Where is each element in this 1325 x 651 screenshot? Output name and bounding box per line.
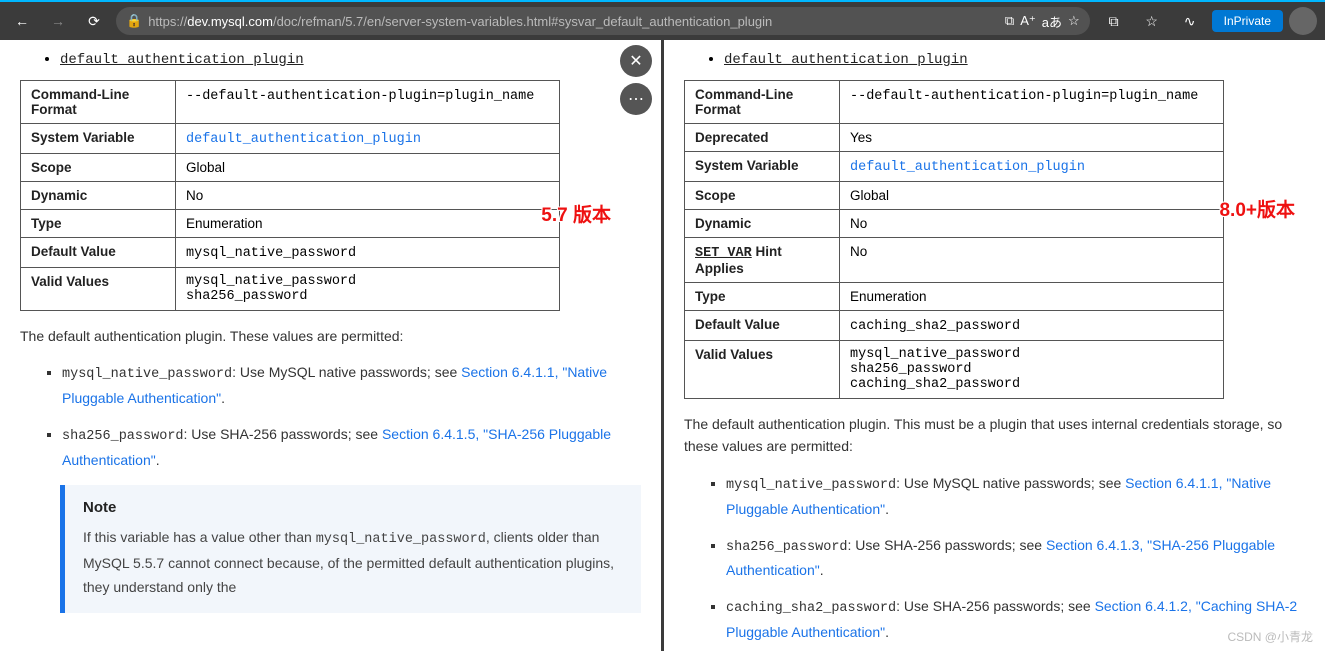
prop-value: default_authentication_plugin (176, 124, 560, 154)
values-list-left: mysql_native_password: Use MySQL native … (62, 361, 641, 472)
profile-avatar[interactable] (1289, 7, 1317, 35)
prop-value: Global (840, 182, 1224, 210)
inprivate-badge: InPrivate (1212, 10, 1283, 32)
note-body: If this variable has a value other than … (83, 526, 623, 600)
prop-label: Deprecated (685, 124, 840, 152)
list-item: sha256_password: Use SHA-256 passwords; … (726, 534, 1305, 584)
star-icon[interactable]: ☆ (1068, 13, 1080, 29)
prop-label: SET_VAR Hint Applies (685, 238, 840, 283)
text-size-icon[interactable]: A⁺ (1020, 13, 1036, 29)
properties-table-left: Command-Line Format--default-authenticat… (20, 80, 560, 311)
prop-label: System Variable (685, 152, 840, 182)
url-text: https://dev.mysql.com/doc/refman/5.7/en/… (148, 14, 999, 29)
prop-label: Valid Values (21, 268, 176, 311)
table-row: ScopeGlobal (21, 154, 560, 182)
note-title: Note (83, 499, 623, 516)
table-row: Default Valuemysql_native_password (21, 238, 560, 268)
prop-value: No (176, 182, 560, 210)
table-row: Command-Line Format--default-authenticat… (21, 81, 560, 124)
table-row: TypeEnumeration (685, 283, 1224, 311)
sysvar-link[interactable]: default_authentication_plugin (850, 160, 1085, 175)
prop-label: Default Value (21, 238, 176, 268)
version-badge-right: 8.0+版本 (1219, 195, 1295, 222)
prop-value: No (840, 238, 1224, 283)
performance-icon[interactable]: ∿ (1174, 5, 1206, 37)
prop-value: mysql_native_passwordsha256_passwordcach… (840, 341, 1224, 399)
split-controls: ✕ ⋯ (620, 45, 652, 115)
table-row: DynamicNo (685, 210, 1224, 238)
list-item: mysql_native_password: Use MySQL native … (726, 472, 1305, 522)
split-view: default_authentication_plugin Command-Li… (0, 40, 1325, 651)
reader-icon[interactable]: ⧉ (1005, 13, 1014, 29)
prop-label: Command-Line Format (685, 81, 840, 124)
properties-table-right: Command-Line Format--default-authenticat… (684, 80, 1224, 399)
browser-toolbar: ← → ⟳ 🔒 https://dev.mysql.com/doc/refman… (0, 0, 1325, 40)
prop-value: mysql_native_password (176, 238, 560, 268)
table-row: System Variable default_authentication_pl… (21, 124, 560, 154)
close-split-button[interactable]: ✕ (620, 45, 652, 77)
translate-icon[interactable]: aあ (1042, 12, 1062, 31)
toolbar-right: ⧉ ☆ ∿ InPrivate (1098, 5, 1317, 37)
prop-value: Global (176, 154, 560, 182)
prop-label: Scope (685, 182, 840, 210)
anchor-link-left[interactable]: default_authentication_plugin (60, 52, 304, 68)
lock-icon: 🔒 (126, 13, 142, 29)
forward-button[interactable]: → (44, 7, 72, 35)
anchor-link-right[interactable]: default_authentication_plugin (724, 52, 968, 68)
sysvar-link[interactable]: default_authentication_plugin (186, 132, 421, 147)
table-row: DynamicNo (21, 182, 560, 210)
prop-value: No (840, 210, 1224, 238)
refresh-button[interactable]: ⟳ (80, 7, 108, 35)
address-bar[interactable]: 🔒 https://dev.mysql.com/doc/refman/5.7/e… (116, 7, 1090, 35)
prop-label: Type (21, 210, 176, 238)
prop-value: mysql_native_passwordsha256_password (176, 268, 560, 311)
prop-value: default_authentication_plugin (840, 152, 1224, 182)
prop-value: --default-authentication-plugin=plugin_n… (840, 81, 1224, 124)
right-pane: default_authentication_plugin Command-Li… (664, 40, 1325, 651)
prop-label: System Variable (21, 124, 176, 154)
table-row: Valid Valuesmysql_native_passwordsha256_… (685, 341, 1224, 399)
table-row: Valid Valuesmysql_native_passwordsha256_… (21, 268, 560, 311)
prop-label: Scope (21, 154, 176, 182)
list-item: mysql_native_password: Use MySQL native … (62, 361, 641, 411)
table-row: ScopeGlobal (685, 182, 1224, 210)
table-row: TypeEnumeration (21, 210, 560, 238)
description-right: The default authentication plugin. This … (684, 413, 1305, 458)
table-row: Default Valuecaching_sha2_password (685, 311, 1224, 341)
favorites-icon[interactable]: ☆ (1136, 5, 1168, 37)
list-item: sha256_password: Use SHA-256 passwords; … (62, 423, 641, 473)
list-item: caching_sha2_password: Use SHA-256 passw… (726, 595, 1305, 645)
prop-label: Default Value (685, 311, 840, 341)
table-row: SET_VAR Hint AppliesNo (685, 238, 1224, 283)
watermark: CSDN @小青龙 (1227, 628, 1313, 645)
split-screen-icon[interactable]: ⧉ (1098, 5, 1130, 37)
table-row: Command-Line Format--default-authenticat… (685, 81, 1224, 124)
back-button[interactable]: ← (8, 7, 36, 35)
prop-label: Type (685, 283, 840, 311)
prop-label: Dynamic (685, 210, 840, 238)
table-row: System Variable default_authentication_pl… (685, 152, 1224, 182)
prop-label: Command-Line Format (21, 81, 176, 124)
prop-value: caching_sha2_password (840, 311, 1224, 341)
left-pane: default_authentication_plugin Command-Li… (0, 40, 664, 651)
prop-value: --default-authentication-plugin=plugin_n… (176, 81, 560, 124)
prop-value: Enumeration (840, 283, 1224, 311)
description-left: The default authentication plugin. These… (20, 325, 641, 347)
note-box: Note If this variable has a value other … (60, 485, 641, 614)
prop-label: Valid Values (685, 341, 840, 399)
values-list-right: mysql_native_password: Use MySQL native … (726, 472, 1305, 645)
prop-value: Enumeration (176, 210, 560, 238)
prop-value: Yes (840, 124, 1224, 152)
more-split-button[interactable]: ⋯ (620, 83, 652, 115)
table-row: DeprecatedYes (685, 124, 1224, 152)
prop-label: Dynamic (21, 182, 176, 210)
